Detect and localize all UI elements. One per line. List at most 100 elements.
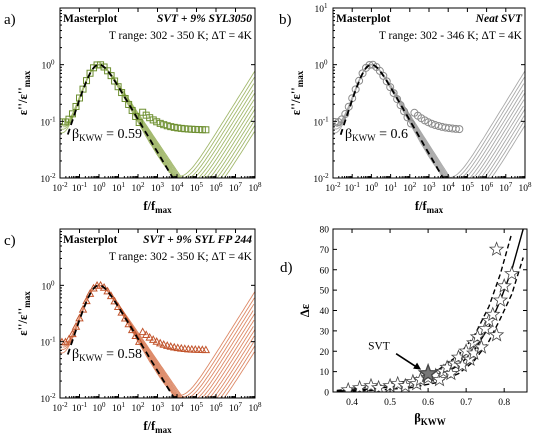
temperature-curve — [74, 284, 255, 398]
sample-label: SVT + 9% SYL FP 244 — [143, 234, 252, 246]
kww-fit-line — [339, 63, 445, 178]
data-marker — [451, 124, 460, 133]
data-point — [504, 265, 520, 281]
beta-kww-label: βKWW = 0.58 — [72, 347, 142, 363]
x-axis-title: f/fmax — [143, 419, 172, 435]
x-tick-label: 108 — [249, 401, 263, 414]
x-tick-label: 10-2 — [325, 181, 341, 194]
data-marker — [64, 334, 74, 343]
data-marker — [191, 125, 199, 133]
kww-fit-line — [66, 284, 176, 398]
x-tick-label: 106 — [480, 181, 494, 194]
sample-label: SVT + 9% SYL3050 — [157, 13, 252, 25]
y-tick-label: 80 — [320, 226, 330, 236]
data-marker — [389, 89, 398, 98]
x-tick-label: 10-2 — [52, 401, 68, 414]
data-marker — [396, 101, 405, 110]
y-tick-label: 60 — [320, 266, 330, 276]
x-tick-label: 0.6 — [422, 398, 434, 408]
fit-upper-bound — [336, 232, 513, 392]
x-tick-label: 0.4 — [346, 398, 358, 408]
data-marker — [93, 61, 101, 69]
data-point — [492, 292, 509, 307]
x-tick-label: 0.5 — [384, 398, 396, 408]
data-marker — [141, 330, 151, 339]
data-marker — [145, 332, 154, 341]
data-marker — [106, 291, 116, 300]
data-point — [340, 381, 356, 392]
data-marker — [160, 121, 168, 129]
data-marker — [355, 76, 364, 85]
x-tick-label: 10-1 — [345, 181, 361, 194]
data-point — [496, 277, 512, 293]
panel-letter: d) — [280, 260, 293, 276]
data-marker — [128, 106, 136, 114]
x-tick-label: 101 — [384, 181, 398, 194]
x-tick-label: 103 — [151, 401, 165, 414]
svt-label: SVT — [368, 341, 390, 353]
svt-point — [417, 362, 439, 383]
data-marker — [121, 94, 129, 102]
sample-label: Neat SVT — [475, 13, 523, 25]
y-tick-label: 70 — [320, 246, 330, 256]
temperature-curve — [73, 284, 255, 398]
x-tick-label: 102 — [403, 181, 417, 194]
data-marker — [96, 280, 105, 289]
x-tick-label: 10-2 — [52, 181, 68, 194]
temperature-curve — [335, 64, 525, 178]
x-tick-label: 106 — [210, 181, 224, 194]
data-point — [485, 306, 501, 322]
data-marker — [167, 123, 175, 131]
x-tick-label: 108 — [249, 181, 263, 194]
data-marker — [455, 125, 464, 134]
beta-kww-label: βKWW = 0.6 — [345, 127, 408, 143]
data-marker — [72, 102, 80, 110]
y-tick-label: 100 — [42, 279, 56, 292]
y-tick-label: 10 — [320, 368, 330, 378]
data-point — [363, 377, 379, 392]
data-marker — [120, 313, 130, 322]
x-tick-label: 100 — [93, 401, 107, 414]
data-marker — [181, 125, 189, 133]
plot-area — [60, 61, 255, 178]
data-marker — [134, 337, 144, 345]
data-marker — [114, 83, 122, 91]
plot-area — [60, 280, 255, 398]
y-tick-label: 100 — [315, 59, 329, 72]
y-tick-label: 10-1 — [313, 115, 329, 128]
data-marker — [149, 116, 157, 124]
x-axis-title: f/fmax — [415, 199, 444, 215]
data-marker — [159, 340, 168, 348]
data-point — [473, 339, 490, 354]
data-point — [477, 320, 493, 336]
y-tick-label: 0 — [324, 389, 329, 399]
x-tick-label: 104 — [442, 181, 456, 194]
y-tick-label: 50 — [320, 287, 330, 297]
data-point — [431, 371, 448, 387]
x-tick-label: 101 — [112, 181, 126, 194]
x-tick-label: 107 — [229, 401, 243, 414]
data-marker — [125, 100, 133, 108]
masterplot-title: Masterplot — [63, 13, 117, 25]
x-tick-label: 102 — [132, 181, 146, 194]
data-marker — [184, 125, 192, 133]
x-tick-label: 10-1 — [72, 401, 88, 414]
data-point — [458, 343, 474, 358]
data-marker — [86, 69, 94, 77]
data-marker — [201, 345, 211, 354]
data-marker — [85, 289, 95, 297]
svt-arrowhead — [413, 362, 422, 370]
data-marker — [117, 307, 126, 316]
data-marker — [153, 118, 161, 126]
y-axis-title: Δε — [298, 303, 312, 317]
plot-area — [336, 229, 524, 392]
panel-3: SVT 0.4 0.5 0.6 0.7 0.8 0 10 20 30 40 50 60 70 80 βKWW Δ… — [280, 226, 528, 427]
data-point — [351, 379, 368, 392]
x-tick-label: 103 — [423, 181, 437, 194]
temperature-range-label: T range: 302 - 350 K; ΔT = 4K — [109, 251, 253, 263]
x-tick-label: 100 — [93, 181, 107, 194]
data-marker — [163, 122, 171, 130]
x-tick-label: 105 — [461, 181, 475, 194]
masterplot-title: Masterplot — [336, 13, 390, 25]
